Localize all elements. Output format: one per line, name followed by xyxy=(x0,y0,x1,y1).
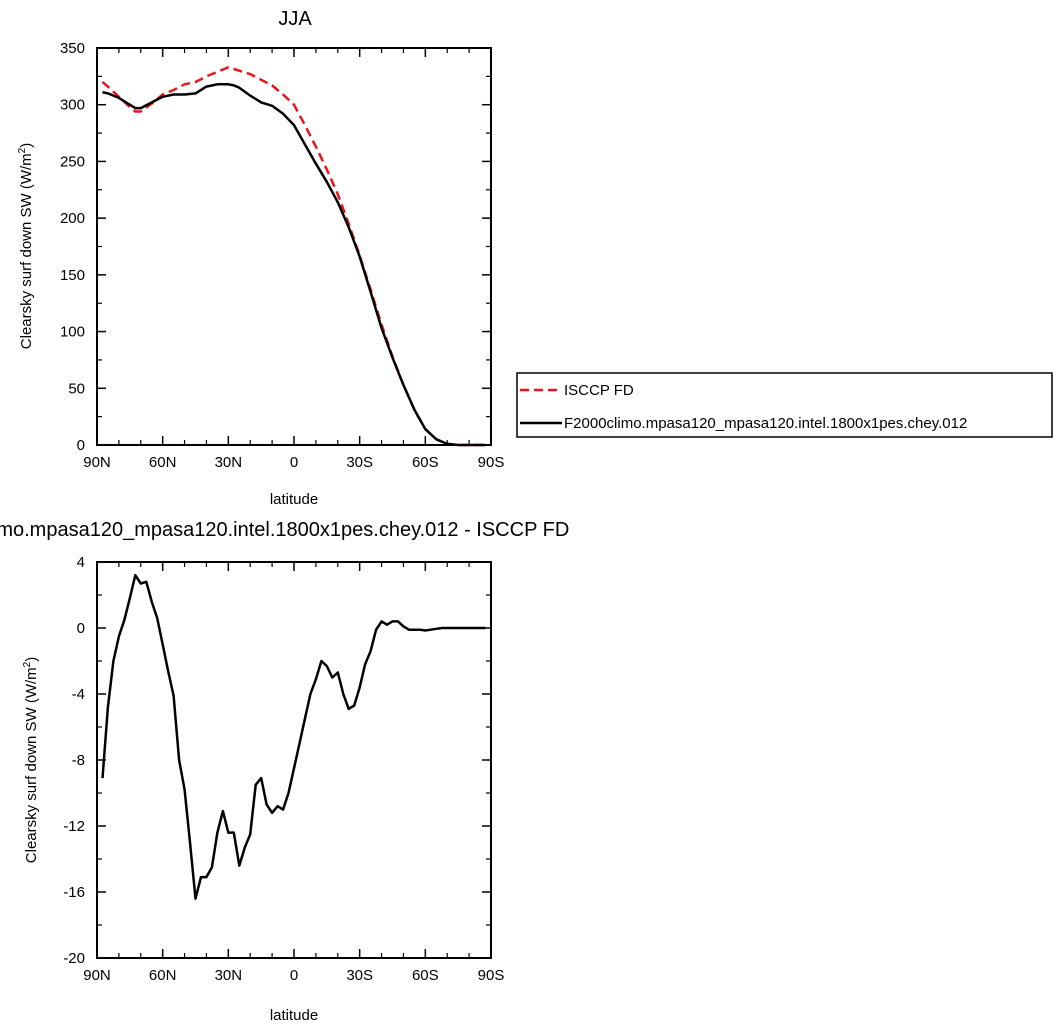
top-xtick-label: 0 xyxy=(290,454,298,471)
bottom-y-axis-label-sup: 2 xyxy=(22,661,33,667)
top-ytick-label: 0 xyxy=(77,437,85,454)
bottom-y-axis-label: Clearsky surf down SW (W/m2) xyxy=(22,657,40,863)
bottom-ytick-label: -16 xyxy=(63,884,85,901)
bottom-x-axis-label: latitude xyxy=(270,1007,318,1024)
top-series-line-0 xyxy=(101,66,486,447)
bottom-xtick-label: 60S xyxy=(412,967,439,984)
top-panel: JJA 90N 60N 30N 0 30S 60S 90S 0 50 100 150 200 250 30… xyxy=(17,8,504,508)
top-y-axis-label: Clearsky surf down SW (W/m2) xyxy=(17,143,35,349)
legend-label-model: F2000climo.mpasa120_mpasa120.intel.1800x… xyxy=(564,415,967,432)
top-ytick-label: 150 xyxy=(60,267,85,284)
bottom-xtick-label: 30S xyxy=(346,967,373,984)
bottom-ytick-label: -4 xyxy=(72,686,85,703)
bottom-xtick-label: 90N xyxy=(83,967,111,984)
top-xtick-label: 90N xyxy=(83,454,111,471)
top-ytick-label: 250 xyxy=(60,153,85,170)
bottom-ytick-label: -12 xyxy=(63,818,85,835)
top-ytick-label: 300 xyxy=(60,97,85,114)
top-x-axis-label: latitude xyxy=(270,491,318,508)
bottom-ytick-label: 0 xyxy=(77,620,85,637)
top-chart-title: JJA xyxy=(278,8,312,30)
bottom-xtick-label: 0 xyxy=(290,967,298,984)
bottom-y-axis-label-close: ) xyxy=(23,657,40,662)
top-ytick-label: 100 xyxy=(60,324,85,341)
bottom-chart-title: F2000climo.mpasa120_mpasa120.intel.1800x… xyxy=(0,519,569,541)
top-ytick-label: 200 xyxy=(60,210,85,227)
top-y-axis-label-close: ) xyxy=(18,143,35,148)
bottom-panel: F2000climo.mpasa120_mpasa120.intel.1800x… xyxy=(0,519,569,1024)
top-xtick-label: 30S xyxy=(346,454,373,471)
bottom-xtick-label: 30N xyxy=(215,967,243,984)
top-y-axis-label-sup: 2 xyxy=(17,147,28,153)
top-y-axis-label-main: Clearsky surf down SW (W/m xyxy=(18,153,35,349)
top-xtick-label: 30N xyxy=(215,454,243,471)
bottom-plot-frame xyxy=(96,561,492,959)
bottom-y-axis-label-main: Clearsky surf down SW (W/m xyxy=(23,667,40,863)
top-ytick-label: 350 xyxy=(60,40,85,57)
top-xtick-label: 60S xyxy=(412,454,439,471)
bottom-ticks: 90N 60N 30N 0 30S 60S 90S -20 -16 -12 -8 -4 0 4 xyxy=(63,554,504,984)
top-xtick-label: 90S xyxy=(478,454,505,471)
top-series-line-1 xyxy=(102,83,486,447)
top-series-layer xyxy=(101,66,486,447)
top-plot-frame xyxy=(96,47,492,446)
bottom-ytick-label: -20 xyxy=(63,950,85,967)
bottom-ytick-label: -8 xyxy=(72,752,85,769)
top-ticks: 90N 60N 30N 0 30S 60S 90S 0 50 100 150 200 250 300 350 xyxy=(60,40,504,471)
legend-label-isccp: ISCCP FD xyxy=(564,382,634,399)
legend-box xyxy=(516,372,1053,438)
top-ytick-label: 50 xyxy=(68,380,85,397)
bottom-ytick-label: 4 xyxy=(77,554,85,571)
bottom-xtick-label: 90S xyxy=(478,967,505,984)
bottom-xtick-label: 60N xyxy=(149,967,177,984)
top-xtick-label: 60N xyxy=(149,454,177,471)
bottom-series-line-0 xyxy=(101,573,486,900)
bottom-series-layer xyxy=(101,573,486,900)
legend: ISCCP FD F2000climo.mpasa120_mpasa120.in… xyxy=(516,372,1053,438)
